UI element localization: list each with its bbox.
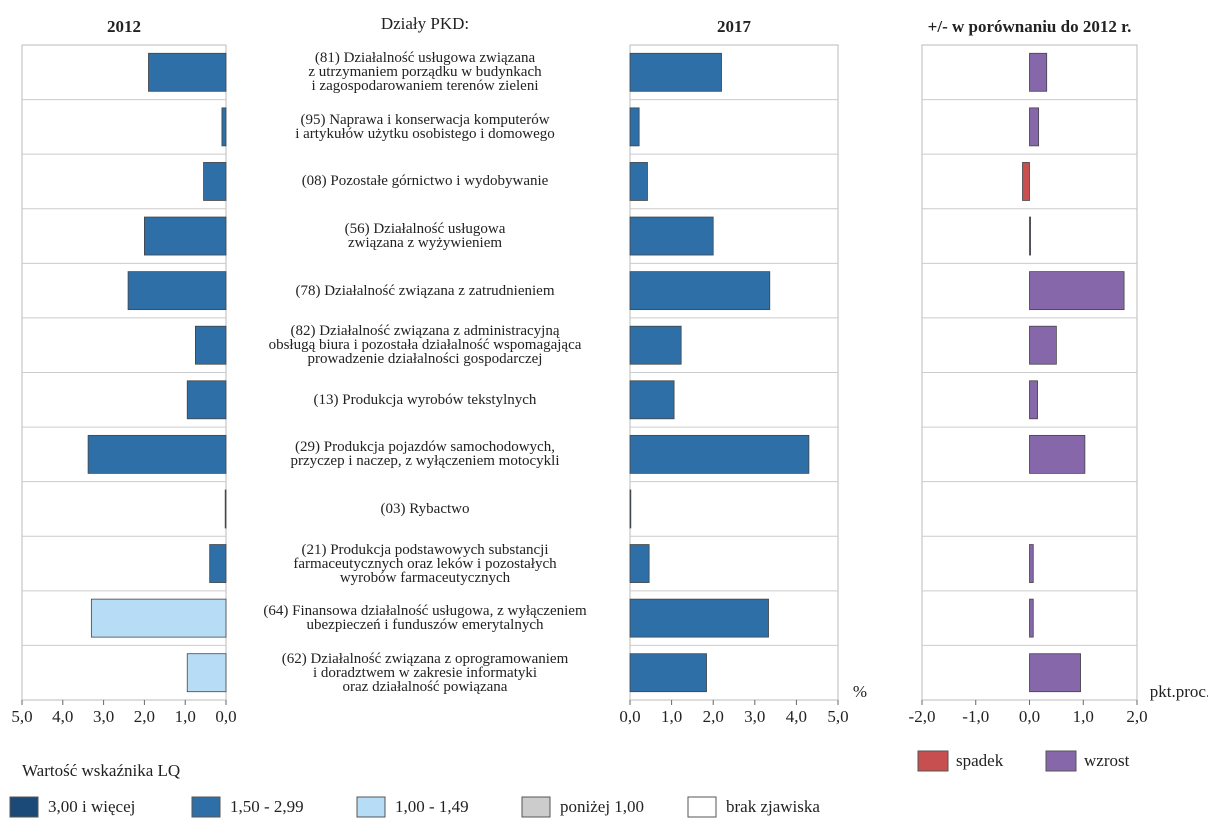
legend-title: Wartość wskaźnika LQ	[22, 761, 180, 780]
bar	[1029, 271, 1125, 311]
legend-swatch	[191, 796, 221, 818]
panel-title: 2017	[717, 17, 752, 36]
bar	[186, 653, 227, 693]
legend-label: wzrost	[1084, 751, 1130, 770]
legend-swatch	[356, 796, 386, 818]
legend-label: spadek	[956, 751, 1004, 770]
bar	[1029, 107, 1040, 147]
legend-swatch	[9, 796, 39, 818]
categories-title: Działy PKD:	[381, 14, 469, 33]
bar	[148, 52, 227, 92]
legend-swatch	[687, 796, 717, 818]
bar	[1029, 544, 1034, 583]
x-tick-label: 0,0	[215, 707, 236, 726]
category-label: (95) Naprawa i konserwacja komputerów i …	[295, 111, 555, 142]
x-tick-label: 2,0	[703, 707, 724, 726]
bar	[1029, 52, 1048, 92]
bar	[629, 325, 682, 365]
category-label: (78) Działalność związana z zatrudnienie…	[295, 282, 555, 299]
bar	[629, 107, 640, 147]
bar	[1022, 162, 1030, 201]
category-label: (08) Pozostałe górnictwo i wydobywanie	[301, 173, 549, 190]
legend-swatch	[521, 796, 551, 818]
bar	[629, 52, 722, 92]
category-label: (64) Finansowa działalność usługowa, z w…	[263, 603, 587, 634]
x-tick-label: 2,0	[134, 707, 155, 726]
bar	[1029, 325, 1057, 365]
category-label: (81) Działalność usługowa związana z utr…	[308, 50, 542, 95]
bar	[90, 598, 227, 638]
category-label: (21) Produkcja podstawowych substancji f…	[293, 541, 557, 586]
bar	[1029, 216, 1031, 256]
x-tick-label: 0,0	[619, 707, 640, 726]
legend-swatch	[917, 750, 949, 772]
bar	[629, 271, 771, 311]
bar	[629, 489, 632, 529]
bar	[629, 380, 675, 420]
bar	[203, 162, 227, 201]
bar	[127, 271, 227, 311]
bar	[1029, 380, 1038, 420]
panel-title: +/- w porównaniu do 2012 r.	[928, 17, 1132, 36]
legend-label: poniżej 1,00	[560, 797, 644, 816]
category-label: (03) Rybactwo	[380, 500, 470, 517]
legend-swatch	[1045, 750, 1077, 772]
x-tick-label: 1,0	[661, 707, 682, 726]
x-tick-label: 4,0	[52, 707, 73, 726]
bar	[629, 216, 714, 256]
bar	[221, 107, 227, 147]
bar	[87, 434, 227, 474]
legend-label: 1,00 - 1,49	[395, 797, 469, 816]
legend-label: 3,00 i więcej	[48, 797, 135, 816]
x-tick-label: 1,0	[175, 707, 196, 726]
x-tick-label: 5,0	[827, 707, 848, 726]
legend-label: brak zjawiska	[726, 797, 820, 816]
bar	[143, 216, 227, 256]
x-tick-label: 3,0	[744, 707, 765, 726]
x-tick-label: -1,0	[962, 707, 989, 726]
legend-label: 1,50 - 2,99	[230, 797, 304, 816]
x-tick-label: 3,0	[93, 707, 114, 726]
x-tick-label: 4,0	[786, 707, 807, 726]
bar	[1029, 598, 1034, 638]
category-label: (56) Działalność usługowa związana z wyż…	[344, 221, 506, 252]
category-label: (82) Działalność związana z administracy…	[268, 323, 582, 368]
x-axis-label: pkt.proc.	[1150, 682, 1208, 701]
category-label: (13) Produkcja wyrobów tekstylnych	[313, 391, 537, 408]
x-tick-label: 2,0	[1126, 707, 1147, 726]
x-tick-label: 1,0	[1073, 707, 1094, 726]
x-tick-label: -2,0	[909, 707, 936, 726]
category-label: (29) Produkcja pojazdów samochodowych, p…	[290, 439, 560, 470]
bar	[629, 162, 648, 201]
bar	[209, 544, 227, 583]
x-axis-label: %	[853, 682, 867, 701]
bar	[194, 325, 227, 365]
category-label: (62) Działalność związana z oprogramowan…	[281, 650, 569, 695]
bar	[629, 544, 650, 583]
x-tick-label: 0,0	[1019, 707, 1040, 726]
bar	[1029, 653, 1081, 693]
bar	[629, 598, 769, 638]
x-tick-label: 5,0	[11, 707, 32, 726]
panel-title: 2012	[107, 17, 141, 36]
bar	[629, 434, 810, 474]
bar	[224, 489, 227, 529]
bar	[186, 380, 227, 420]
bar	[629, 653, 707, 693]
bar	[1029, 434, 1086, 474]
